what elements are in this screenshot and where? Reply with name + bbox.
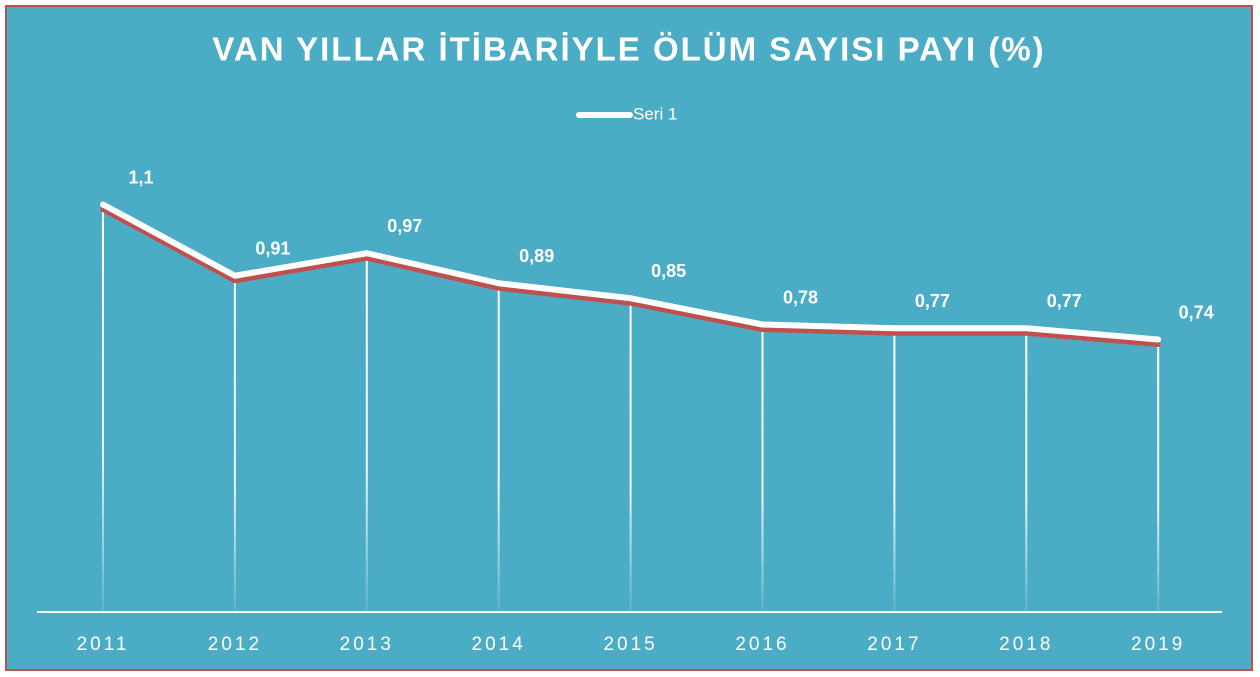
x-tick-label: 2019: [1131, 634, 1185, 655]
legend-label: Seri 1: [633, 104, 677, 123]
x-tick-label: 2013: [340, 634, 394, 655]
x-tick-label: 2017: [867, 634, 921, 655]
drop-line: [629, 298, 632, 612]
x-tick-label: 2018: [999, 634, 1053, 655]
x-tick-label: 2015: [603, 634, 657, 655]
drop-line: [761, 324, 764, 612]
data-label: 1,1: [128, 167, 153, 187]
chart-title: VAN YILLAR İTİBARİYLE ÖLÜM SAYISI PAYI (…: [212, 31, 1045, 68]
x-tick-label: 2014: [472, 634, 526, 655]
data-label: 0,91: [255, 239, 290, 259]
drop-line: [893, 328, 896, 612]
drop-line: [102, 204, 104, 612]
drop-line: [497, 283, 500, 612]
drop-line: [233, 275, 236, 612]
x-tick-label: 2016: [735, 634, 789, 655]
data-label: 0,89: [519, 246, 554, 266]
x-tick-label: 2011: [77, 634, 130, 655]
line: [100, 201, 1162, 343]
line-shadow: [100, 207, 1161, 347]
drop-line: [1157, 339, 1160, 612]
data-label: 0,77: [915, 291, 950, 311]
data-label: 0,97: [387, 216, 422, 236]
data-label: 0,74: [1179, 302, 1214, 322]
data-label: 0,77: [1047, 291, 1082, 311]
drop-line: [1025, 328, 1028, 612]
drop-line: [365, 253, 368, 612]
data-label: 0,78: [783, 287, 818, 307]
data-label: 0,85: [651, 261, 686, 281]
x-tick-label: 2012: [208, 634, 262, 655]
